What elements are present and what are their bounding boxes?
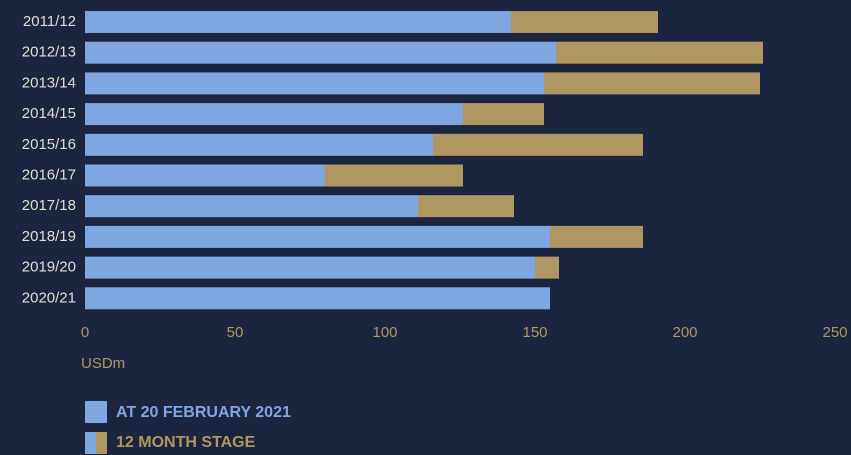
bar-segment — [418, 195, 514, 218]
y-tick-label: 2019/20 — [22, 259, 76, 276]
bar-segment — [85, 103, 463, 126]
bar-segment — [433, 133, 643, 156]
y-tick-label: 2015/16 — [22, 136, 76, 153]
bar-segment — [85, 287, 550, 310]
bar-segment — [550, 225, 643, 248]
x-tick-label: 250 — [822, 324, 847, 341]
x-tick-label: 100 — [372, 324, 397, 341]
x-tick-label: 200 — [672, 324, 697, 341]
y-tick-label: 2017/18 — [22, 197, 76, 214]
bar-segment — [85, 11, 511, 33]
bar-segment — [85, 133, 433, 156]
bar-segment — [85, 256, 535, 279]
x-tick-label: 50 — [227, 324, 244, 341]
x-tick-label: 150 — [522, 324, 547, 341]
legend-swatch — [96, 432, 107, 454]
legend-swatch — [85, 401, 107, 423]
bar-segment — [85, 164, 325, 187]
bar-segment — [325, 164, 463, 187]
legend-label: AT 20 FEBRUARY 2021 — [116, 404, 291, 421]
bar-segment — [85, 195, 418, 218]
bar-segment — [85, 41, 556, 64]
bar-segment — [556, 41, 763, 64]
y-tick-label: 2020/21 — [22, 289, 76, 306]
y-tick-label: 2012/13 — [22, 44, 76, 61]
legend-label: 12 MONTH STAGE — [116, 434, 256, 451]
bar-segment — [85, 72, 544, 95]
x-tick-label: 0 — [81, 324, 89, 341]
bar-segment — [85, 225, 550, 248]
bar-segment — [535, 256, 559, 279]
y-tick-label: 2013/14 — [22, 74, 76, 91]
bar-segment — [544, 72, 760, 95]
x-axis-label: USDm — [81, 355, 125, 372]
y-tick-label: 2018/19 — [22, 228, 76, 245]
y-tick-label: 2014/15 — [22, 105, 76, 122]
y-tick-label: 2011/12 — [23, 13, 76, 30]
legend-swatch — [85, 432, 96, 454]
bar-segment — [511, 11, 658, 33]
bar-segment — [463, 103, 544, 126]
y-tick-label: 2016/17 — [22, 166, 76, 183]
